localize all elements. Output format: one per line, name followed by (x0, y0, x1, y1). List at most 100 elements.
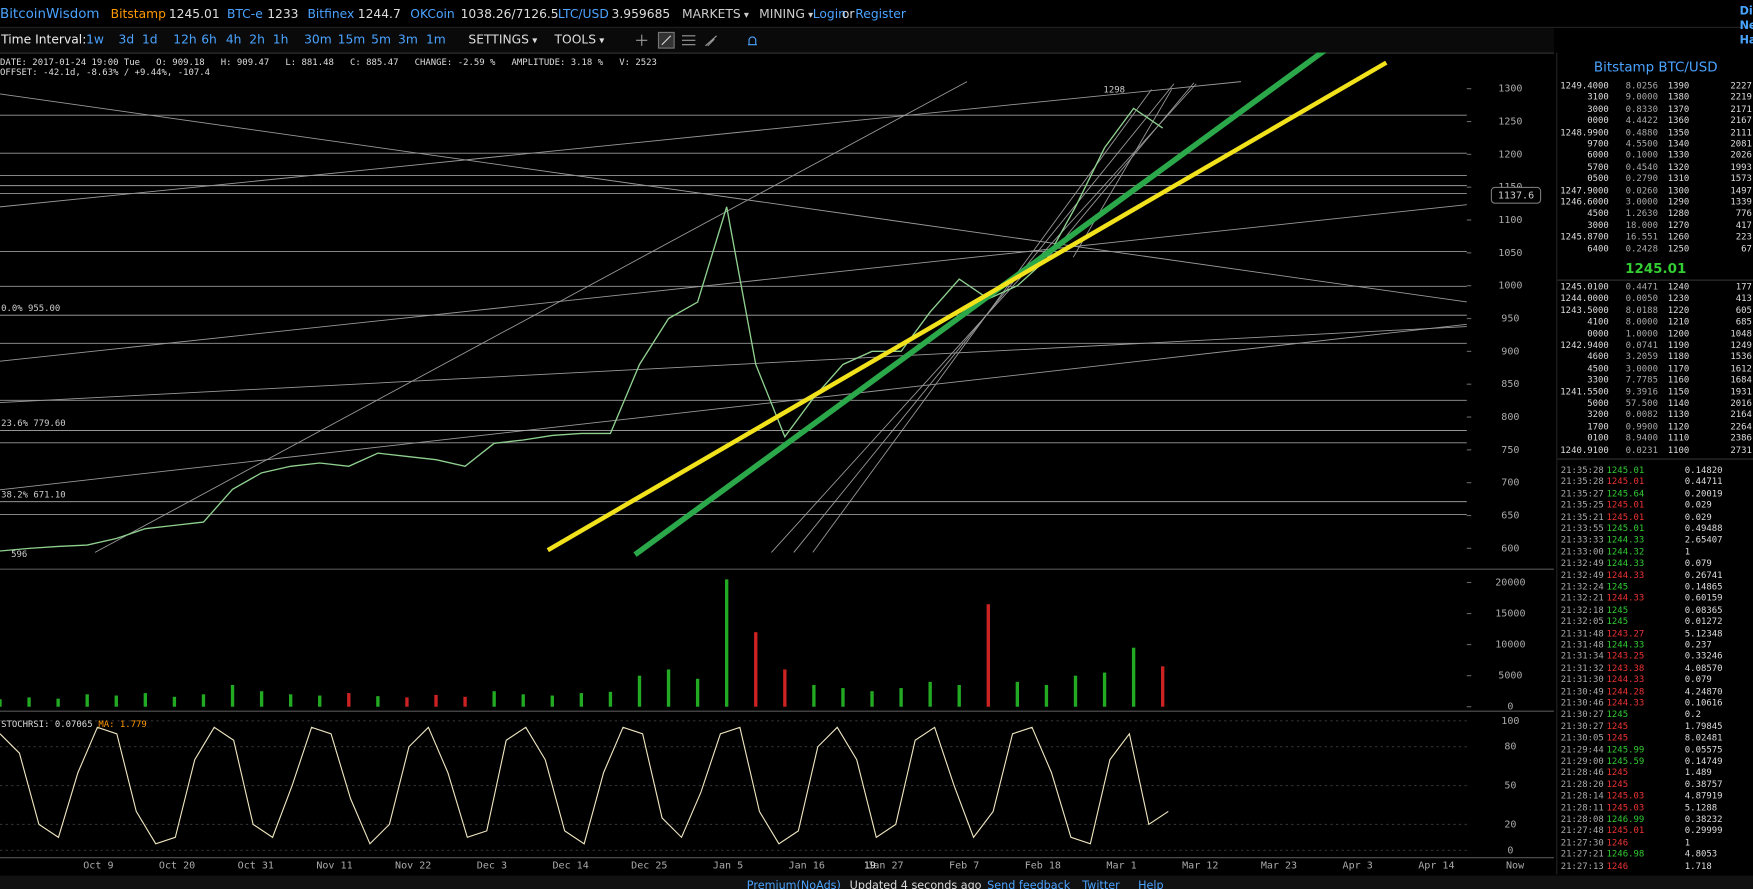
trade-amount: 0.05575 (1684, 744, 1723, 755)
x-tick-label: Now (1506, 861, 1525, 872)
cell: 2219 (1730, 92, 1752, 103)
bid-row: 4600 3.2059 1180 1536 (1557, 352, 1753, 363)
y-tick-label: 600 (1501, 543, 1519, 554)
bid-row: 1241.5500 9.3916 1150 1931 (1557, 386, 1753, 397)
cell: 1260 (1667, 231, 1690, 242)
menu[interactable]: MINING (759, 7, 813, 22)
interval-button[interactable]: 1d (141, 32, 158, 47)
trade-row: 21:32:49 1244.33 0.26741 (1557, 570, 1753, 581)
interval-button[interactable]: 12h (173, 32, 197, 47)
interval-button[interactable]: 15m (337, 32, 366, 47)
exchange-name[interactable]: Bitfinex (307, 6, 355, 22)
tool-icons[interactable] (632, 28, 777, 53)
interval-button[interactable]: 5m (371, 32, 391, 47)
cell: 3100 (1587, 92, 1609, 103)
footer-link[interactable]: Send feedback (987, 880, 1071, 889)
trade-row: 21:27:48 1245.01 0.29999 (1557, 826, 1753, 837)
trade-row: 21:29:44 1245.99 0.05575 (1557, 744, 1753, 755)
interval-button[interactable]: 1h (272, 32, 289, 47)
cell: 1340 (1667, 138, 1690, 149)
trade-amount: 0.60159 (1684, 593, 1723, 604)
trade-price: 1245 (1606, 709, 1629, 720)
trade-amount: 0.01272 (1684, 616, 1723, 627)
trade-row: 21:32:49 1244.33 0.079 (1557, 558, 1753, 569)
exchange-name[interactable]: BTC-e (226, 6, 263, 22)
register-link[interactable]: Register (855, 6, 906, 22)
volume-bar (27, 697, 31, 707)
exchange-name[interactable]: OKCoin (410, 6, 455, 22)
interval-button[interactable]: 3d (118, 32, 135, 47)
volume-bar (608, 691, 613, 707)
menu[interactable]: MARKETS (682, 7, 749, 22)
trade-price: 1244.33 (1606, 569, 1645, 580)
cell: 1170 (1667, 363, 1690, 374)
footer-link[interactable]: Premium(NoAds) (746, 880, 841, 889)
trend-line-green (633, 52, 1327, 557)
volume-bar (347, 693, 351, 707)
cell: 1249 (1730, 339, 1752, 351)
settings-menu[interactable]: SETTINGS (468, 32, 537, 47)
trade-time: 21:31:34 (1560, 651, 1604, 662)
trade-amount: 0.029 (1684, 511, 1712, 522)
volume-bar (637, 675, 642, 707)
last-price: 1245.01 (1625, 260, 1687, 277)
cell: 9.0000 (1625, 92, 1658, 103)
volume-bar (201, 694, 206, 707)
cell: 4.5500 (1625, 138, 1658, 149)
trade-amount: 5.12348 (1684, 627, 1723, 639)
cell: 1612 (1730, 363, 1752, 374)
cell: 4100 (1587, 316, 1609, 327)
interval-button[interactable]: 1m (425, 32, 446, 47)
site-logo[interactable]: BitcoinWisdom (0, 5, 100, 22)
volume-bar (841, 688, 845, 707)
cell: 4.4422 (1625, 115, 1658, 126)
x-tick-label: Dec 3 (477, 861, 507, 872)
trade-amount: 8.02481 (1684, 732, 1723, 743)
trade-price: 1246.99 (1606, 814, 1645, 825)
cell: 0.4540 (1625, 161, 1658, 172)
trade-amount: 0.44711 (1684, 476, 1723, 487)
trade-amount: 0.14749 (1684, 755, 1723, 766)
interval-button[interactable]: 2h (249, 32, 265, 47)
ask-row: 1247.9000 0.0260 1300 1497 (1557, 185, 1753, 196)
cell: 1140 (1667, 398, 1690, 409)
cell: 2731 (1730, 444, 1752, 455)
exchange-name[interactable]: Bitstamp (110, 6, 166, 22)
cell: 1110 (1667, 432, 1690, 444)
cell: 2167 (1730, 115, 1752, 126)
cell: 2264 (1730, 421, 1752, 432)
interval-button[interactable]: 1w (86, 32, 104, 47)
trade-price: 1244.33 (1606, 558, 1645, 569)
interval-button[interactable]: 30m (304, 32, 332, 47)
trade-amount: 0.20019 (1684, 488, 1723, 499)
trade-time: 21:27:13 (1560, 860, 1604, 871)
tools-menu[interactable]: TOOLS (555, 32, 605, 47)
interval-button[interactable]: 3m (398, 32, 418, 47)
volume-bar (1131, 647, 1136, 707)
volume-bar (114, 695, 118, 707)
cell: 1310 (1667, 173, 1690, 184)
cell: 0.0741 (1625, 339, 1658, 351)
low-label: 596 (11, 550, 27, 560)
ask-row: 1246.6000 3.0000 1290 1339 (1557, 197, 1753, 208)
cell: 1.2630 (1625, 208, 1658, 219)
cell: 1244.0000 (1560, 293, 1609, 304)
cell: 1242.9400 (1560, 339, 1609, 351)
volume-bar (318, 695, 322, 707)
footer-link[interactable]: Twitter (1082, 880, 1120, 889)
trade-price: 1245.01 (1606, 511, 1645, 522)
trade-row: 21:28:14 1245.03 4.87919 (1557, 791, 1753, 802)
exchange-name[interactable]: LTC/USD (557, 6, 609, 22)
trade-price: 1244.33 (1606, 697, 1645, 708)
footer-link[interactable]: Help (1138, 880, 1164, 889)
trade-row: 21:27:30 1246 1 (1557, 837, 1753, 848)
cell: 8.0000 (1625, 316, 1658, 327)
interval-button[interactable]: 6h (201, 32, 217, 47)
interval-button[interactable]: 4h (225, 32, 242, 47)
trade-time: 21:30:05 (1560, 732, 1604, 743)
login-link[interactable]: Login (812, 6, 846, 22)
trend-line (0, 204, 1467, 362)
cell: 0000 (1587, 115, 1609, 126)
x-tick-label: Jan 27 (867, 861, 903, 872)
cell: 3200 (1587, 409, 1609, 420)
